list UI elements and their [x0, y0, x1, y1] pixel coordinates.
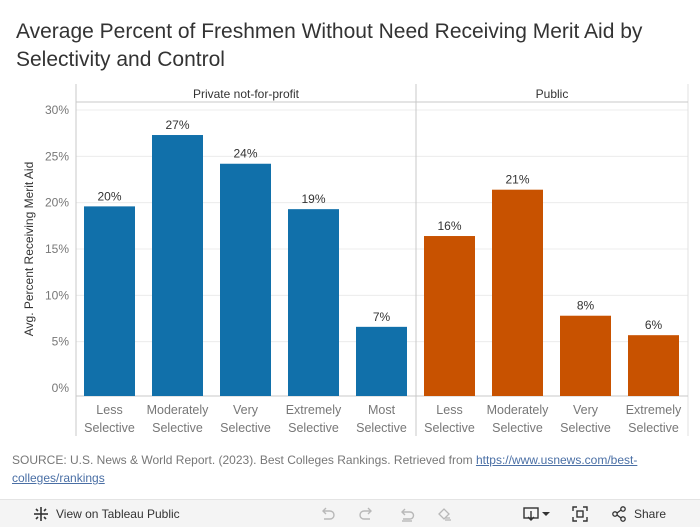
download-button[interactable]	[522, 500, 552, 528]
share-button[interactable]: Share	[610, 500, 666, 528]
y-tick-label: 20%	[45, 196, 69, 210]
y-tick-label: 0%	[52, 381, 70, 395]
fullscreen-icon	[571, 505, 589, 523]
bar	[560, 315, 611, 396]
x-tick-label: Selective	[288, 421, 339, 435]
revert-icon	[398, 505, 416, 523]
data-label: 16%	[437, 219, 461, 233]
x-tick-label: Less	[436, 403, 462, 417]
bar	[628, 335, 679, 396]
panel-header: Private not-for-profit	[193, 87, 300, 101]
x-tick-label: Selective	[492, 421, 543, 435]
y-tick-label: 10%	[45, 288, 69, 302]
view-on-tableau-button[interactable]: View on Tableau Public	[32, 500, 180, 528]
undo-icon	[318, 505, 336, 523]
y-tick-label: 25%	[45, 149, 69, 163]
x-tick-label: Selective	[628, 421, 679, 435]
revert-button[interactable]	[398, 500, 416, 528]
x-tick-label: Extremely	[626, 403, 682, 417]
bar	[84, 206, 135, 396]
y-tick-label: 30%	[45, 103, 69, 117]
redo-button[interactable]	[358, 500, 376, 528]
bar	[152, 135, 203, 396]
x-tick-label: Very	[573, 403, 599, 417]
data-label: 24%	[233, 147, 257, 161]
y-axis-title: Avg. Percent Receiving Merit Aid	[22, 162, 36, 337]
fullscreen-button[interactable]	[571, 500, 589, 528]
source-note: SOURCE: U.S. News & World Report. (2023)…	[12, 451, 688, 487]
redo-icon	[358, 505, 376, 523]
chart-title: Average Percent of Freshmen Without Need…	[16, 20, 643, 71]
download-icon	[522, 505, 552, 523]
x-tick-label: Selective	[220, 421, 271, 435]
share-icon	[610, 505, 628, 523]
source-text: SOURCE: U.S. News & World Report. (2023)…	[12, 453, 476, 467]
x-tick-label: Very	[233, 403, 259, 417]
undo-button[interactable]	[318, 500, 336, 528]
x-tick-label: Selective	[84, 421, 135, 435]
data-label: 7%	[373, 310, 391, 324]
data-label: 19%	[301, 192, 325, 206]
bar	[220, 163, 271, 396]
pause-button[interactable]	[436, 500, 454, 528]
data-label: 6%	[645, 318, 663, 332]
panel-header: Public	[536, 87, 569, 101]
x-tick-label: Most	[368, 403, 396, 417]
x-tick-label: Moderately	[487, 403, 550, 417]
y-tick-label: 5%	[52, 335, 70, 349]
bar	[424, 236, 475, 396]
x-tick-label: Less	[96, 403, 122, 417]
pause-icon	[436, 505, 454, 523]
x-tick-label: Selective	[424, 421, 475, 435]
tableau-logo-icon	[32, 505, 50, 523]
bar-chart: 0% 5% 10% 15% 20% 25% 30% Avg. Percent Receivin…	[22, 84, 689, 436]
data-label: 27%	[165, 118, 189, 132]
data-label: 8%	[577, 299, 595, 313]
share-label: Share	[634, 507, 667, 521]
source-link[interactable]: https://www.usnews.com/best-colleges/ran…	[12, 453, 638, 485]
bar	[492, 189, 543, 396]
bar	[288, 209, 339, 396]
x-tick-label: Extremely	[286, 403, 342, 417]
tableau-toolbar: View on Tableau Public Share	[0, 499, 700, 527]
bar	[356, 326, 407, 396]
x-tick-label: Selective	[356, 421, 407, 435]
view-on-tableau-label: View on Tableau Public	[56, 507, 180, 521]
data-label: 20%	[97, 189, 121, 203]
x-tick-label: Moderately	[147, 403, 210, 417]
x-tick-label: Selective	[152, 421, 203, 435]
data-label: 21%	[505, 173, 529, 187]
x-tick-label: Selective	[560, 421, 611, 435]
y-tick-label: 15%	[45, 242, 69, 256]
